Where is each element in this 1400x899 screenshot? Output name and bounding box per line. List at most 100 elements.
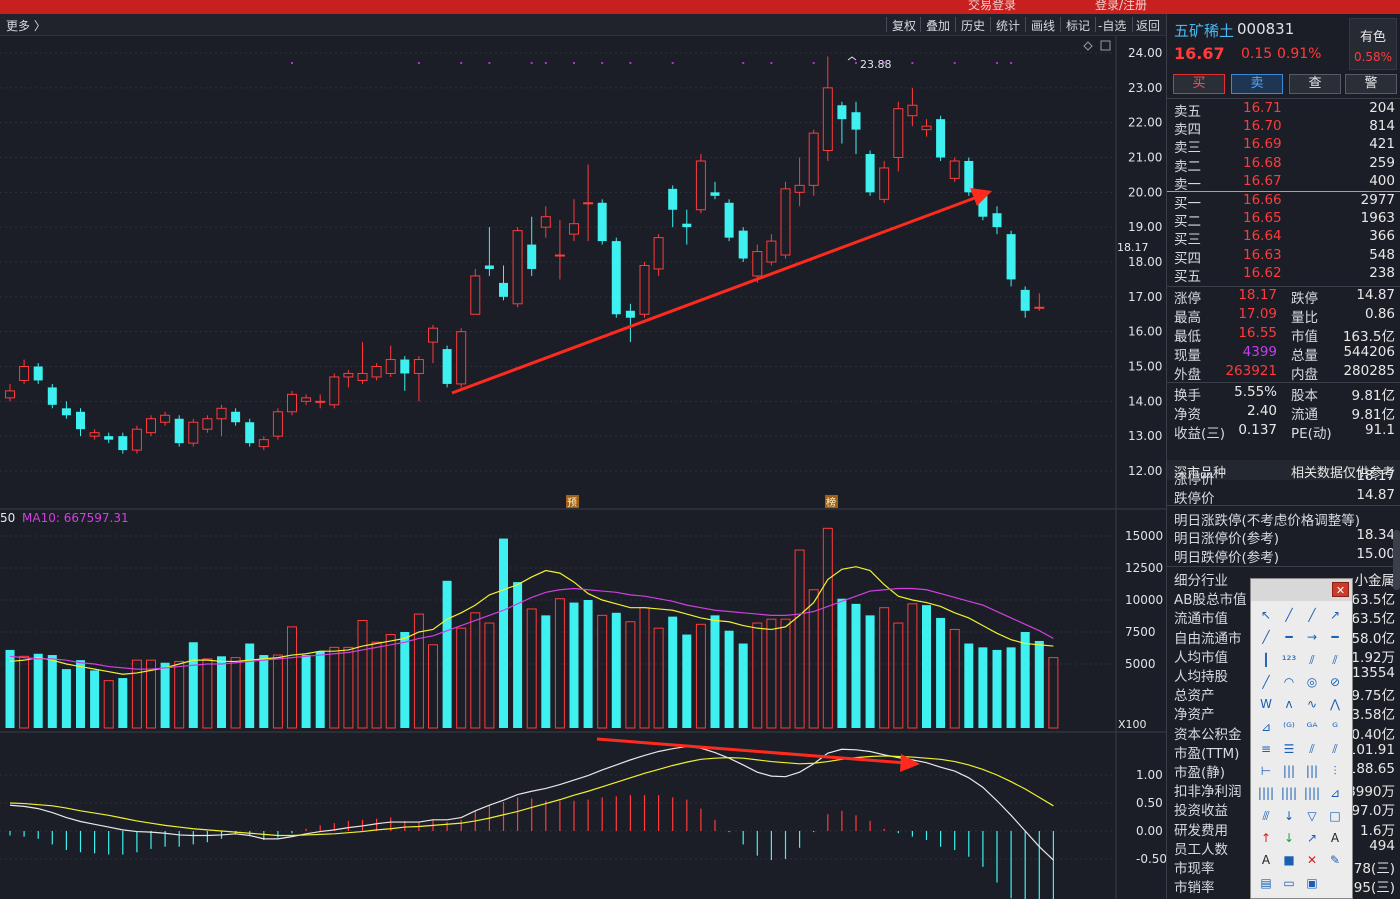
text-icon[interactable]: A bbox=[1330, 831, 1340, 845]
bars2-icon[interactable]: ||| bbox=[1305, 764, 1319, 779]
alert-button[interactable]: 警 bbox=[1345, 74, 1397, 94]
high-marker: 23.88 bbox=[847, 56, 892, 71]
bid-level-label: 买五 bbox=[1174, 268, 1201, 285]
parallel-icon[interactable]: ⫽ bbox=[1309, 652, 1315, 667]
buy-sell-icon[interactable]: ↗ bbox=[1306, 831, 1318, 845]
segment-icon[interactable]: ╱ bbox=[1262, 630, 1270, 645]
fan2-icon[interactable]: ⫽ bbox=[1332, 741, 1338, 756]
pitch-icon[interactable]: ⫶ bbox=[1333, 764, 1337, 779]
chart-area[interactable]: 24.00 23.00 22.00 21.00 20.00 19.00 18.00 17.00… bbox=[0, 36, 1167, 899]
ga-icon[interactable]: ᴳᴬ bbox=[1306, 719, 1318, 734]
volume-bar bbox=[371, 641, 382, 729]
camera-icon[interactable]: ▣ bbox=[1306, 875, 1318, 890]
arrow-line-icon[interactable]: ↗ bbox=[1329, 608, 1341, 622]
volume-bar bbox=[357, 619, 368, 729]
limit-row: 涨停价 18.17 bbox=[1167, 468, 1400, 488]
quote-panel: 五矿稀土 000831 16.67 0.15 0.91% 有色 0.58% 买 … bbox=[1166, 14, 1400, 899]
back-button[interactable]: 返回 bbox=[1136, 19, 1161, 33]
charts-svg[interactable]: 24.00 23.00 22.00 21.00 20.00 19.00 18.00 17.00… bbox=[0, 36, 1167, 899]
stat-row: 涨停 18.17 跌停 14.87 bbox=[1167, 287, 1400, 307]
close-icon[interactable]: ✕ bbox=[1332, 582, 1349, 597]
vline-icon[interactable]: ┃ bbox=[1262, 652, 1270, 667]
fib-icon[interactable]: ╱ bbox=[1262, 674, 1270, 689]
barcode-icon[interactable]: |||| bbox=[1257, 786, 1275, 801]
volume-bar bbox=[484, 622, 495, 729]
square-icon[interactable]: ■ bbox=[1283, 853, 1295, 868]
remove-watchlist-button[interactable]: -自选 bbox=[1098, 19, 1127, 33]
buy-button[interactable]: 买 bbox=[1173, 74, 1225, 94]
query-button[interactable]: 查 bbox=[1289, 74, 1341, 94]
fan-icon[interactable]: ⫽ bbox=[1309, 741, 1315, 756]
hline-icon[interactable]: ━ bbox=[1285, 630, 1293, 645]
barcode3-icon[interactable]: |||| bbox=[1303, 786, 1321, 801]
w-pattern-icon[interactable]: W bbox=[1260, 697, 1272, 712]
rect-icon[interactable]: □ bbox=[1329, 808, 1341, 823]
gap-icon[interactable]: ⁽ᴳ⁾ bbox=[1283, 719, 1295, 734]
sector-tag[interactable]: 有色 0.58% bbox=[1349, 18, 1397, 70]
zigzag-icon[interactable]: ⋀ bbox=[1330, 697, 1340, 712]
restore-right-button[interactable]: 复权 bbox=[892, 19, 917, 33]
channel-icon[interactable]: ⫽ bbox=[1332, 652, 1338, 667]
volume-bar bbox=[188, 642, 198, 728]
ray-icon[interactable]: ╱ bbox=[1308, 608, 1316, 622]
more-menu[interactable]: 更多 〉 bbox=[6, 19, 46, 33]
candle-body bbox=[695, 160, 706, 211]
g-icon[interactable]: ᴳ bbox=[1332, 719, 1338, 734]
bid-price: 16.66 bbox=[1243, 192, 1282, 208]
price-change: 0.15 bbox=[1241, 46, 1273, 62]
tomorrow-label: 明日涨停价(参考) bbox=[1174, 531, 1280, 547]
up-arrow-icon[interactable]: ↑ bbox=[1260, 831, 1272, 845]
arc-icon[interactable]: ◠ bbox=[1283, 674, 1295, 689]
candle-body bbox=[964, 160, 974, 193]
candle-body bbox=[400, 359, 410, 374]
measure-icon[interactable]: ⊿ bbox=[1329, 786, 1341, 801]
triangle-icon[interactable]: ▽ bbox=[1307, 808, 1317, 823]
statistics-button[interactable]: 统计 bbox=[996, 19, 1021, 33]
candle-body bbox=[865, 154, 875, 193]
delete-icon[interactable]: ✕ bbox=[1306, 853, 1318, 868]
ellipse-icon[interactable]: ⊘ bbox=[1329, 674, 1341, 689]
login-register-link[interactable]: 登录/注册 bbox=[1095, 0, 1148, 12]
draw-line-button[interactable]: 画线 bbox=[1031, 19, 1056, 33]
down-arrow-icon[interactable]: ↓ bbox=[1283, 808, 1295, 823]
overlay-button[interactable]: 叠加 bbox=[926, 19, 951, 33]
signal-dot bbox=[911, 62, 914, 64]
hsegment-icon[interactable]: ━ bbox=[1331, 630, 1339, 645]
wave-icon[interactable]: ∿ bbox=[1306, 697, 1318, 712]
barcode2-icon[interactable]: |||| bbox=[1280, 786, 1298, 801]
toolbar-divider bbox=[955, 17, 956, 32]
ruler-icon[interactable]: ▭ bbox=[1283, 875, 1295, 890]
gann-icon[interactable]: ⫻ bbox=[1262, 808, 1270, 823]
text-block-icon[interactable]: ☰ bbox=[1283, 741, 1295, 756]
hray-icon[interactable]: → bbox=[1306, 630, 1318, 645]
down-green-icon[interactable]: ↓ bbox=[1283, 831, 1295, 845]
highlight-icon[interactable]: ✎ bbox=[1329, 853, 1341, 868]
cycle-icon[interactable]: ⊿ bbox=[1260, 719, 1272, 734]
cursor-icon[interactable]: ↖ bbox=[1260, 608, 1272, 622]
panel-scrollbar[interactable] bbox=[1393, 530, 1400, 590]
volume-tick-label: 12500 bbox=[1125, 561, 1163, 575]
doc-icon[interactable]: ▤ bbox=[1260, 875, 1272, 890]
macd-axis: 1.00 0.50 0.00 -0.50 bbox=[0, 768, 1167, 866]
stat-value: 18.17 bbox=[1238, 287, 1277, 303]
trade-login-link[interactable]: 交易登录 bbox=[968, 0, 1017, 12]
palette-titlebar[interactable]: ✕ bbox=[1251, 579, 1352, 601]
mark-button[interactable]: 标记 bbox=[1066, 19, 1091, 33]
number-label-icon[interactable]: ¹²³ bbox=[1281, 652, 1297, 667]
fundamental-label: 投资收益 bbox=[1174, 803, 1228, 820]
text-list-icon[interactable]: ≡ bbox=[1260, 741, 1272, 756]
history-button[interactable]: 历史 bbox=[961, 19, 986, 33]
sell-button[interactable]: 卖 bbox=[1231, 74, 1283, 94]
candle-body bbox=[1034, 306, 1045, 309]
ask-price: 16.67 bbox=[1243, 172, 1282, 189]
circle-icon[interactable]: ◎ bbox=[1306, 674, 1318, 689]
chart-corner-icons[interactable] bbox=[1083, 40, 1111, 51]
volume-bar bbox=[893, 622, 904, 729]
stock-name[interactable]: 五矿稀土 bbox=[1174, 22, 1235, 40]
m-pattern-icon[interactable]: ʌ bbox=[1285, 697, 1293, 712]
line-icon[interactable]: ╱ bbox=[1285, 608, 1293, 622]
bars-icon[interactable]: ||| bbox=[1282, 764, 1296, 779]
signal-dot bbox=[770, 62, 773, 64]
period-icon[interactable]: ⊢ bbox=[1260, 764, 1272, 779]
note-icon[interactable]: A bbox=[1261, 853, 1271, 868]
